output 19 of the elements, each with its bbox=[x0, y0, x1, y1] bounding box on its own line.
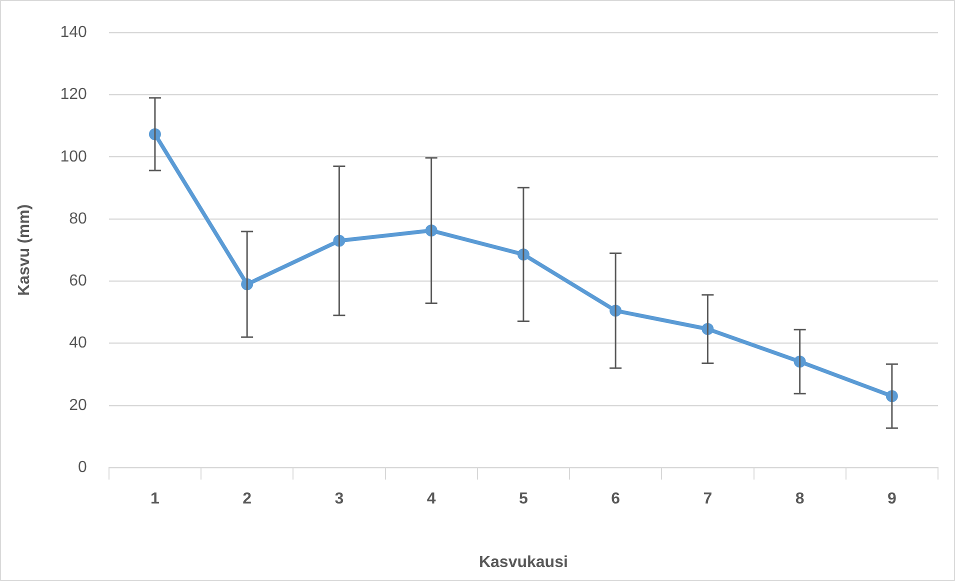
y-tick-label: 100 bbox=[60, 148, 87, 166]
y-tick-label: 140 bbox=[60, 24, 87, 42]
y-tick-label: 80 bbox=[69, 210, 87, 228]
y-tick-label: 60 bbox=[69, 272, 87, 290]
y-tick-label: 40 bbox=[69, 334, 87, 352]
x-tick-label: 5 bbox=[518, 490, 528, 508]
x-axis-title: Kasvukausi bbox=[478, 554, 568, 571]
x-tick-label: 4 bbox=[426, 490, 436, 508]
x-tick-label: 8 bbox=[795, 490, 804, 508]
x-tick-label: 3 bbox=[334, 490, 344, 508]
x-tick-label: 1 bbox=[150, 490, 160, 508]
y-tick-label: 120 bbox=[60, 86, 87, 104]
x-tick-label: 2 bbox=[242, 490, 252, 508]
y-tick-label: 0 bbox=[78, 459, 87, 476]
x-tick-label: 9 bbox=[887, 490, 896, 508]
x-tick-label: 7 bbox=[703, 490, 712, 508]
y-tick-label: 20 bbox=[69, 396, 87, 414]
x-tick-label: 6 bbox=[611, 490, 620, 508]
y-axis-title: Kasvu (mm) bbox=[16, 204, 34, 296]
